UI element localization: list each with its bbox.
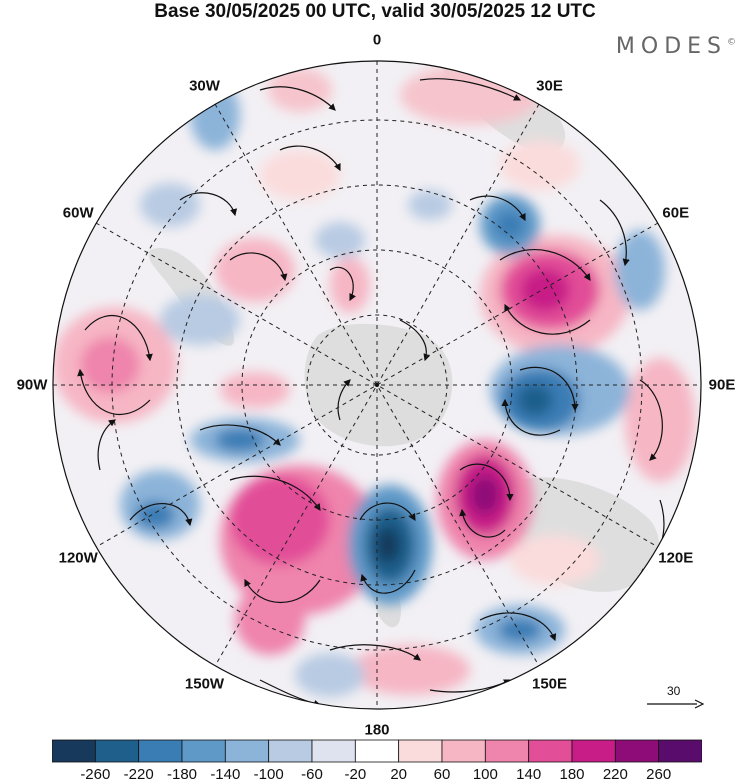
lon-label-120w: 120W [58,549,98,566]
brand-text: MODES [615,34,727,59]
colorbar-swatch [94,739,140,763]
colorbar-swatch [658,739,702,763]
lon-label-180: 180 [364,721,390,739]
colorbar-tick-label: -220 [123,766,154,783]
colorbar-tick-label: 20 [390,766,407,783]
colorbar-swatch [311,739,356,763]
colorbar-tick-label: -260 [80,766,111,783]
lon-label-150e: 150E [531,675,568,693]
colorbar-tick-label: -20 [344,766,367,783]
colorbar-swatch [528,739,573,763]
colorbar-swatch [614,739,660,763]
brand-mark: © [727,37,736,48]
colorbar-swatch [138,739,183,763]
wind-streamlines [77,78,665,708]
colorbar-swatch [268,739,313,763]
colorbar-tick-label: 260 [646,766,672,783]
colorbar-tick-label: 60 [433,766,451,783]
lon-label-30e: 30E [536,77,563,95]
colorbar-tick-label: 100 [472,766,498,783]
map-title: Base 30/05/2025 00 UTC, valid 30/05/2025… [154,1,596,22]
lon-label-90w: 90W [16,376,48,394]
colorbar-tick-label: 180 [559,766,585,783]
colorbar-tick-label: -60 [301,766,323,783]
colorbar-swatch [354,739,400,763]
colorbar-swatch [224,739,270,763]
lon-label-120e: 120E [658,549,694,566]
colorbar-swatch [441,739,486,763]
south-pole-marker [375,383,379,387]
colorbar-tick-label: 140 [516,766,542,783]
colorbar-swatch [398,739,443,763]
lon-label-90e: 90E [708,376,736,394]
lon-label-60e: 60E [662,204,690,221]
colorbar-tick-label: 220 [602,766,628,783]
colorbar-tick-label: -180 [166,766,198,783]
lon-label-60w: 60W [62,204,94,221]
modes-logo: MODES© [616,34,736,59]
colorbar-swatch [52,739,96,763]
reference-vector-label: 30 [667,684,681,698]
polar-map [52,60,702,710]
lon-label-150w: 150W [184,675,225,693]
colorbar [52,739,702,763]
colorbar-tick-label: -100 [253,766,284,783]
anomaly-blobs [53,65,695,697]
lon-label-0: 0 [372,31,382,49]
colorbar-tick-label: -140 [210,766,241,783]
reference-vector-arrow [647,699,705,709]
colorbar-swatch [181,739,226,763]
lon-label-30w: 30W [189,77,220,95]
map-boundary [52,60,702,710]
colorbar-swatch [484,739,530,763]
colorbar-swatch [571,739,616,763]
